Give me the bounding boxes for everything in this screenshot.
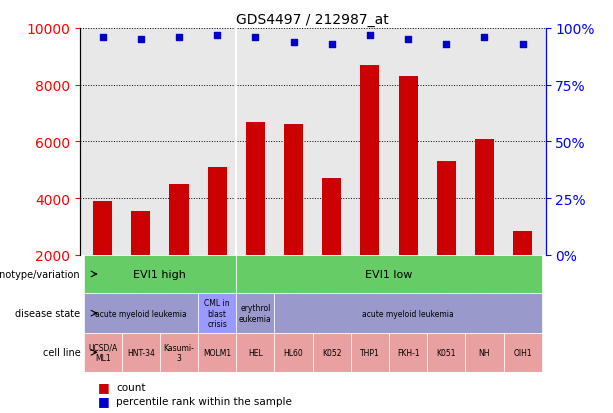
Point — [289, 39, 299, 46]
Point — [479, 35, 489, 41]
FancyBboxPatch shape — [83, 294, 198, 333]
Point — [212, 32, 222, 39]
Bar — [208, 167, 227, 312]
Point — [327, 41, 337, 48]
FancyBboxPatch shape — [503, 333, 542, 372]
Text: acute myeloid leukemia: acute myeloid leukemia — [362, 309, 454, 318]
FancyBboxPatch shape — [275, 294, 542, 333]
FancyBboxPatch shape — [313, 333, 351, 372]
FancyBboxPatch shape — [198, 294, 236, 333]
Point — [518, 41, 528, 48]
FancyBboxPatch shape — [83, 333, 122, 372]
Bar — [284, 125, 303, 312]
FancyBboxPatch shape — [275, 333, 313, 372]
Text: ■: ■ — [98, 380, 110, 393]
Text: ■: ■ — [98, 394, 110, 407]
FancyBboxPatch shape — [465, 333, 503, 372]
Text: erythrol
eukemia: erythrol eukemia — [239, 304, 272, 323]
Text: cell line: cell line — [43, 347, 80, 357]
Text: NH: NH — [479, 348, 490, 357]
Text: acute myeloid leukemia: acute myeloid leukemia — [95, 309, 187, 318]
Text: count: count — [116, 382, 146, 392]
FancyBboxPatch shape — [236, 333, 275, 372]
Text: HEL: HEL — [248, 348, 263, 357]
Text: Kasumi-
3: Kasumi- 3 — [164, 343, 194, 362]
Point — [441, 41, 451, 48]
Point — [136, 37, 146, 43]
Bar — [246, 122, 265, 312]
Bar — [322, 179, 341, 312]
Text: FKH-1: FKH-1 — [397, 348, 419, 357]
FancyBboxPatch shape — [351, 333, 389, 372]
Bar — [398, 77, 417, 312]
Text: disease state: disease state — [15, 309, 80, 318]
Text: HL60: HL60 — [284, 348, 303, 357]
Point — [403, 37, 413, 43]
Point — [174, 35, 184, 41]
Bar — [513, 231, 532, 312]
FancyBboxPatch shape — [236, 294, 275, 333]
Point — [251, 35, 261, 41]
Bar — [131, 211, 150, 312]
Bar — [475, 139, 494, 312]
Text: EVI1 low: EVI1 low — [365, 269, 413, 279]
Text: OIH1: OIH1 — [513, 348, 532, 357]
Text: UCSD/A
ML1: UCSD/A ML1 — [88, 343, 117, 362]
Text: THP1: THP1 — [360, 348, 380, 357]
Bar — [360, 66, 379, 312]
Text: CML in
blast
crisis: CML in blast crisis — [204, 299, 230, 328]
Text: EVI1 high: EVI1 high — [134, 269, 186, 279]
Text: K051: K051 — [436, 348, 456, 357]
Text: K052: K052 — [322, 348, 341, 357]
Text: percentile rank within the sample: percentile rank within the sample — [116, 396, 292, 406]
FancyBboxPatch shape — [236, 255, 542, 294]
Point — [97, 35, 107, 41]
Text: MOLM1: MOLM1 — [203, 348, 231, 357]
Point — [365, 32, 375, 39]
Title: GDS4497 / 212987_at: GDS4497 / 212987_at — [236, 12, 389, 26]
FancyBboxPatch shape — [389, 333, 427, 372]
FancyBboxPatch shape — [160, 333, 198, 372]
FancyBboxPatch shape — [122, 333, 160, 372]
Text: genotype/variation: genotype/variation — [0, 269, 80, 279]
FancyBboxPatch shape — [198, 333, 236, 372]
Bar — [436, 162, 456, 312]
Bar — [93, 202, 112, 312]
Text: HNT-34: HNT-34 — [127, 348, 154, 357]
Bar — [169, 184, 189, 312]
FancyBboxPatch shape — [83, 255, 236, 294]
FancyBboxPatch shape — [427, 333, 465, 372]
